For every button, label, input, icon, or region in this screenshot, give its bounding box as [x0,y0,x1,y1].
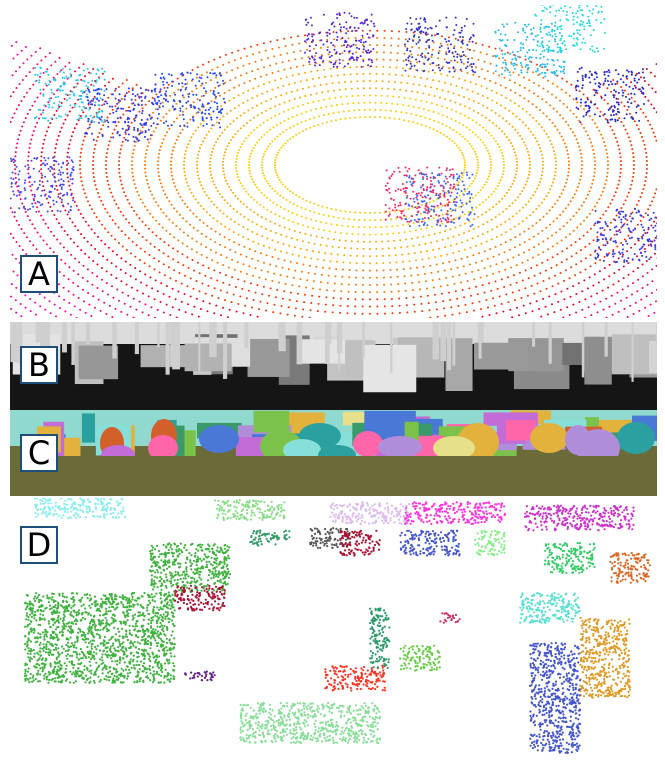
point-cloud-d [23,498,652,755]
panel-label-c: C [20,434,58,472]
panel-a-point-cloud: A [10,5,657,318]
panel-d-instances: D [10,498,657,763]
panel-b-range-image: B [10,322,657,410]
panel-c-segmentation: C [10,410,657,496]
panel-label-b: B [20,346,58,384]
panel-label-a: A [20,255,58,293]
segmentation-image-c [10,410,657,496]
panel-label-d: D [20,526,58,564]
range-image-b [10,322,657,393]
point-cloud-a [10,5,657,318]
